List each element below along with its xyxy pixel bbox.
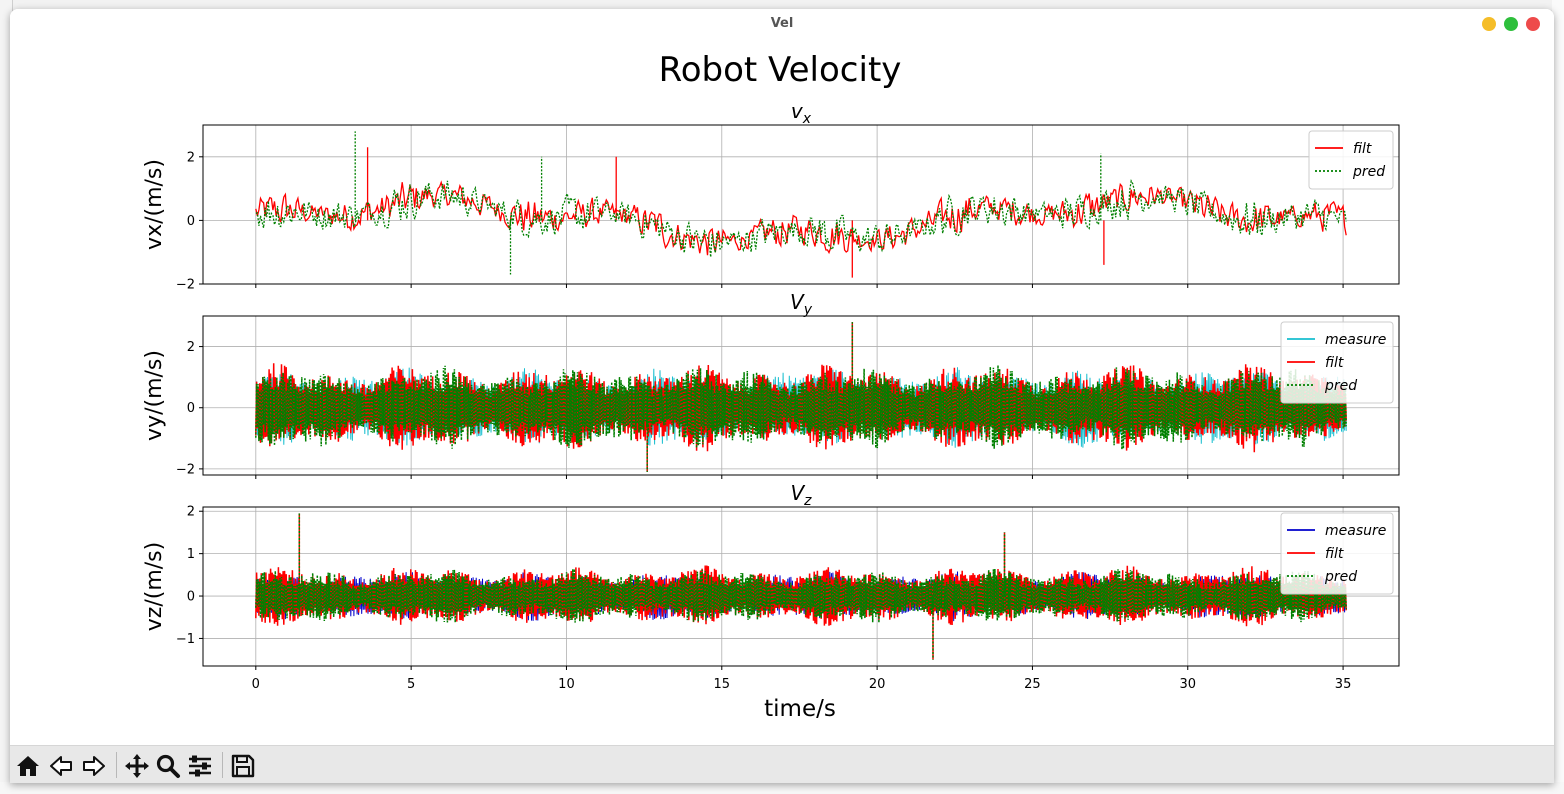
y-axis-label: vy/(m/s): [142, 350, 167, 441]
subplot-title-subscript: z: [803, 493, 812, 509]
series-line-pred: [255, 513, 1347, 660]
close-button[interactable]: [1526, 17, 1540, 31]
arrow-left-icon: [50, 756, 72, 776]
x-tick-label: 5: [407, 677, 415, 692]
subplots: −2 0 2 vx vx/(m/s) filt pred −2 0 2 Vy vy/(m/s) meas…: [142, 99, 1400, 692]
x-tick-label: 15: [714, 677, 731, 692]
x-tick-label: 30: [1179, 677, 1196, 692]
legend-label-pred: pred: [1324, 569, 1357, 585]
legend-label-filt: filt: [1325, 355, 1344, 371]
legend-frame: [1280, 321, 1394, 404]
subplot-title: vx: [791, 99, 812, 127]
y-axis-label: vz/(m/s): [142, 542, 167, 631]
x-tick-label: 20: [869, 677, 886, 692]
series-group: [255, 513, 1347, 660]
forward-button[interactable]: [80, 752, 108, 780]
subplot-title-main: V: [790, 290, 805, 314]
toolbar-separator: [222, 752, 223, 778]
home-button[interactable]: [14, 752, 42, 780]
subplot-2: −2 0 2 Vy vy/(m/s) measure filt pred: [142, 290, 1400, 479]
desktop-background-top: [0, 0, 1564, 10]
title-bar[interactable]: Vel: [10, 9, 1554, 39]
subplot-title-main: V: [790, 481, 805, 505]
legend: measure filt pred: [1280, 321, 1394, 404]
y-tick-label: −2: [176, 278, 195, 293]
legend-label-pred: pred: [1352, 164, 1385, 180]
move-icon: [125, 754, 149, 778]
zoom-button[interactable]: [154, 752, 182, 780]
desktop-background-right: [1552, 0, 1564, 794]
sliders-icon: [189, 755, 211, 777]
navigation-toolbar: [10, 745, 1554, 783]
arrow-right-icon: [83, 756, 105, 776]
x-axis-label: time/s: [764, 696, 836, 722]
subplot-title-subscript: x: [802, 111, 812, 127]
back-button[interactable]: [47, 752, 75, 780]
series-line-pred: [255, 131, 1347, 275]
x-tick-label: 35: [1335, 677, 1352, 692]
window-title: Vel: [770, 16, 794, 31]
subplot-title-subscript: y: [803, 302, 813, 318]
legend-label-measure: measure: [1325, 332, 1386, 348]
y-axis-label: vx/(m/s): [142, 159, 167, 250]
minimize-button[interactable]: [1482, 17, 1496, 31]
y-tick-label: 0: [187, 401, 195, 416]
axes-frame: [202, 506, 1400, 667]
legend-frame: [1280, 512, 1394, 595]
axes-frame: [202, 315, 1400, 476]
figure-window: Vel Robot Velocity time/s −2 0 2 vx vx/(m/s)…: [10, 9, 1554, 783]
legend: measure filt pred: [1280, 512, 1394, 595]
y-tick-label: 0: [187, 590, 195, 605]
legend-label-filt: filt: [1325, 546, 1344, 562]
y-tick-label: −1: [176, 632, 195, 647]
series-line-filt: [255, 147, 1347, 278]
floppy-disk-icon: [231, 754, 255, 778]
axes-frame: [202, 124, 1400, 285]
magnifier-icon: [156, 754, 180, 778]
series-group: [255, 322, 1347, 472]
series-group: [255, 131, 1347, 278]
y-tick-label: −2: [176, 462, 195, 477]
desktop-background-bottom: [0, 782, 1564, 794]
legend-frame: [1308, 130, 1394, 190]
save-button[interactable]: [229, 752, 257, 780]
series-line-pred: [255, 322, 1347, 472]
legend-label-filt: filt: [1353, 141, 1372, 157]
legend-label-measure: measure: [1325, 523, 1386, 539]
subplot-title: Vz: [790, 481, 812, 509]
subplot-title-main: v: [791, 99, 804, 123]
legend: filt pred: [1308, 130, 1394, 190]
x-tick-label: 0: [252, 677, 260, 692]
y-tick-label: 2: [187, 340, 195, 355]
y-tick-label: 2: [187, 505, 195, 520]
figure-title: Robot Velocity: [659, 50, 902, 90]
y-tick-label: 0: [187, 214, 195, 229]
home-icon: [17, 756, 39, 776]
toolbar-separator: [116, 752, 117, 778]
x-tick-label: 10: [558, 677, 575, 692]
x-tick-label: 25: [1024, 677, 1041, 692]
figure-canvas[interactable]: Robot Velocity time/s −2 0 2 vx vx/(m/s) filt…: [10, 9, 1554, 745]
subplot-1: −2 0 2 vx vx/(m/s) filt pred: [142, 99, 1400, 293]
pan-button[interactable]: [123, 752, 151, 780]
legend-label-pred: pred: [1324, 378, 1357, 394]
y-tick-label: 1: [187, 547, 195, 562]
subplot-title: Vy: [790, 290, 813, 318]
y-tick-label: 2: [187, 150, 195, 165]
maximize-button[interactable]: [1504, 17, 1518, 31]
configure-subplots-button[interactable]: [186, 752, 214, 780]
